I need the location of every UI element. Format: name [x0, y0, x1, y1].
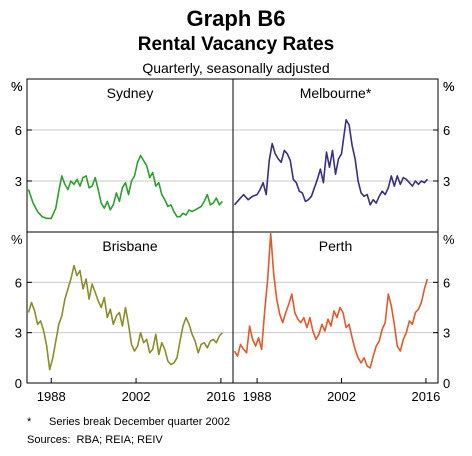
footnote-sources: Sources: RBA; REIA; REIV	[27, 434, 163, 446]
brisbane-ytick-label: 3	[15, 326, 22, 341]
sydney-ytick-label: 6	[15, 123, 22, 138]
perth-ytick-label: 3	[443, 326, 450, 341]
chart-title: Rental Vacancy Rates	[137, 34, 335, 55]
melbourne-ylabel-left: %	[11, 79, 23, 94]
perth-series-line	[233, 232, 429, 369]
brisbane-xtick-label: 1988	[37, 389, 66, 404]
brisbane-series-line	[27, 264, 223, 371]
perth-ytick-label: 6	[443, 275, 450, 290]
brisbane-xtick-label: 2002	[122, 389, 151, 404]
melbourne-ylabel-right: %	[443, 79, 455, 94]
footnote-text: Series break December quarter 2002	[49, 416, 230, 428]
brisbane-xtick-label: 2016	[206, 389, 235, 404]
melbourne-panel-title: Melbourne*	[300, 85, 372, 101]
sources-label: Sources:	[27, 434, 71, 446]
perth-xtick-label: 1988	[243, 389, 272, 404]
perth-xtick-label: 2016	[411, 389, 440, 404]
brisbane-ylabel-left: %	[11, 232, 23, 247]
sydney-ylabel-right: %	[443, 79, 455, 94]
brisbane-ytick-label: 0	[15, 376, 22, 391]
footnote-marker: *	[27, 416, 32, 428]
melbourne-series-line	[233, 119, 428, 206]
perth-xtick-label: 2002	[327, 389, 356, 404]
sources-text: RBA; REIA; REIV	[76, 434, 163, 446]
melbourne-ytick-label: 6	[443, 123, 450, 138]
sydney-ytick-label: 3	[15, 174, 22, 189]
perth-ylabel-right: %	[443, 232, 455, 247]
brisbane-ytick-label: 6	[15, 275, 22, 290]
brisbane-panel-title: Brisbane	[102, 238, 157, 254]
perth-ytick-label: 0	[443, 376, 450, 391]
chart-subtitle: Quarterly, seasonally adjusted	[142, 60, 330, 76]
sydney-panel-title: Sydney	[107, 85, 154, 101]
perth-panel-title: Perth	[319, 238, 352, 254]
sydney-ylabel-left: %	[11, 79, 23, 94]
graph-number: Graph B6	[186, 6, 286, 31]
footnote-series-break: * Series break December quarter 2002	[27, 416, 230, 428]
melbourne-ytick-label: 3	[443, 174, 450, 189]
sydney-series-line	[27, 154, 223, 220]
